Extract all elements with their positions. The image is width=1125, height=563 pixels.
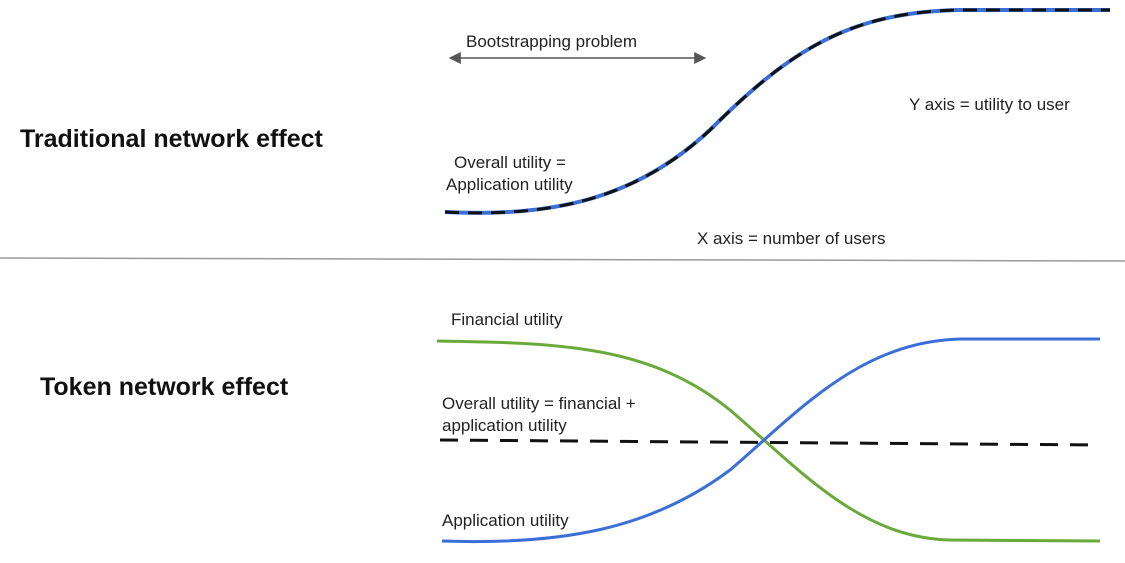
financial-utility-curve (436, 339, 1101, 543)
top-curve-label-line2: Application utility (446, 175, 573, 194)
overall-utility-label: Overall utility = financial + applicatio… (442, 393, 636, 437)
overall-utility-line (439, 438, 1101, 447)
top-curve-label: Overall utility = Application utility (446, 152, 573, 196)
top-curve-label-line1: Overall utility = (454, 153, 566, 172)
x-axis-note: X axis = number of users (697, 229, 886, 248)
application-utility-label: Application utility (442, 511, 569, 530)
overall-utility-label-line2: application utility (442, 416, 567, 435)
overall-utility-label-line1: Overall utility = financial + (442, 394, 636, 413)
application-utility-curve (441, 337, 1100, 544)
token-heading: Token network effect (40, 373, 289, 401)
y-axis-note: Y axis = utility to user (909, 95, 1070, 114)
bootstrapping-label: Bootstrapping problem (466, 32, 638, 51)
panel-divider (0, 257, 1125, 262)
top-overall-utility-curve (444, 8, 1110, 215)
financial-utility-label: Financial utility (451, 310, 563, 329)
traditional-heading: Traditional network effect (20, 125, 323, 153)
